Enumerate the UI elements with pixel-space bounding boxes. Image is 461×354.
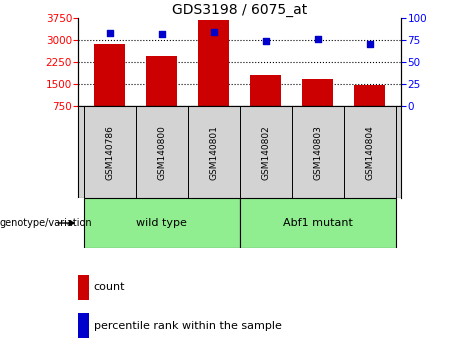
Text: GSM140803: GSM140803: [313, 125, 322, 180]
Title: GDS3198 / 6075_at: GDS3198 / 6075_at: [172, 3, 307, 17]
Bar: [78, 275, 89, 300]
Text: wild type: wild type: [136, 218, 187, 228]
Bar: [354, 85, 385, 129]
Point: [366, 41, 373, 47]
Point: [158, 31, 165, 36]
Bar: [83, 198, 240, 248]
Text: GSM140786: GSM140786: [105, 125, 114, 180]
Bar: [250, 75, 281, 129]
Point: [106, 30, 113, 36]
Bar: [146, 56, 177, 129]
Text: Abf1 mutant: Abf1 mutant: [283, 218, 353, 228]
Point: [314, 36, 321, 42]
Bar: [198, 21, 229, 129]
Text: GSM140802: GSM140802: [261, 125, 270, 179]
Text: GSM140804: GSM140804: [365, 125, 374, 179]
Text: GSM140801: GSM140801: [209, 125, 218, 180]
Bar: [240, 198, 396, 248]
Point: [262, 38, 269, 44]
Text: count: count: [94, 282, 125, 292]
Text: genotype/variation: genotype/variation: [0, 218, 93, 228]
Bar: [302, 79, 333, 129]
Bar: [94, 44, 125, 129]
Text: GSM140800: GSM140800: [157, 125, 166, 180]
Bar: [78, 313, 89, 338]
Text: percentile rank within the sample: percentile rank within the sample: [94, 321, 282, 331]
Point: [210, 29, 218, 35]
